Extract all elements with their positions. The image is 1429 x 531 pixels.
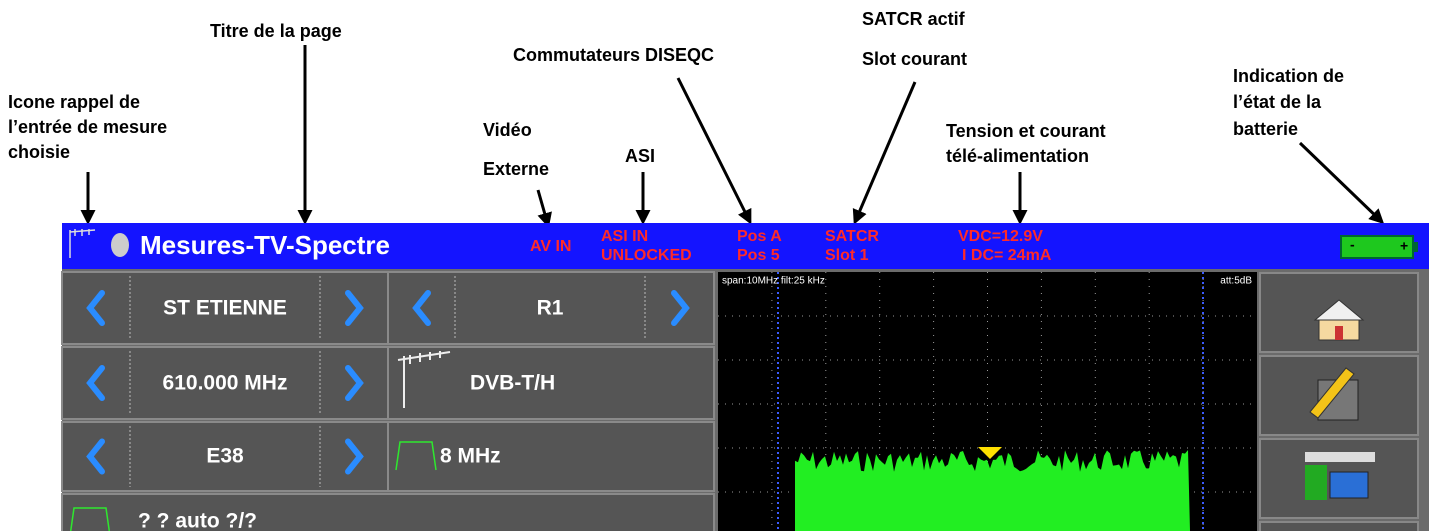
battery: - + <box>1340 235 1418 259</box>
button[interactable] <box>387 346 715 420</box>
input-icon <box>69 229 129 258</box>
annotation: choisie <box>8 142 70 162</box>
status-satcr: SATCR <box>825 228 879 245</box>
arrow-left <box>412 290 431 326</box>
button[interactable] <box>1259 521 1419 531</box>
button[interactable] <box>61 346 389 420</box>
status-asi: UNLOCKED <box>601 247 692 264</box>
status-satcr: Slot 1 <box>825 247 869 264</box>
home-icon <box>1313 299 1365 341</box>
button-label: ST ETIENNE <box>163 297 287 320</box>
annotation: Icone rappel de <box>8 92 140 112</box>
annotation: ASI <box>625 146 655 166</box>
button[interactable] <box>61 493 715 531</box>
annotations: Titre de la page Icone rappel de l’entré… <box>8 9 1344 179</box>
annotation: Tension et courant <box>946 121 1106 141</box>
annotation: batterie <box>1233 119 1298 139</box>
annotation: l’état de la <box>1233 92 1322 112</box>
arrow-left <box>86 438 105 475</box>
button-label: E38 <box>206 445 244 468</box>
button-label: 8 MHz <box>440 445 501 468</box>
button[interactable] <box>387 271 715 345</box>
annotation: Externe <box>483 159 549 179</box>
arrow-left <box>86 365 105 401</box>
annotation: SATCR actif <box>862 9 966 29</box>
spectrum-attenuation: att:5dB <box>1220 276 1252 287</box>
annotation: Indication de <box>1233 66 1344 86</box>
spectrum-settings: span:10MHz filt:25 kHz <box>722 276 825 287</box>
annotation: l’entrée de mesure <box>8 117 167 137</box>
status-power: VDC=12.9V <box>958 228 1043 245</box>
page-title: Mesures-TV-Spectre <box>140 230 390 260</box>
svg-text:+: + <box>1400 238 1408 254</box>
status-asi: ASI IN <box>601 228 648 245</box>
side-buttons <box>1259 272 1419 531</box>
arrow-right <box>671 290 690 326</box>
controls: ST ETIENNE R1 610.000 MHz DVB-T/H E38 8 MHz ? … <box>61 271 715 531</box>
filter-icon <box>395 441 437 471</box>
arrow-right <box>345 365 364 401</box>
annotation: Commutateurs DISEQC <box>513 45 714 65</box>
status-av: AV IN <box>530 238 571 255</box>
arrows <box>80 45 1385 228</box>
status-diseqc: Pos 5 <box>737 247 780 264</box>
annotation: Vidéo <box>483 120 532 140</box>
button[interactable] <box>387 421 715 492</box>
annotation: télé-alimentation <box>946 146 1089 166</box>
status-power: I DC= 24mA <box>962 247 1052 264</box>
save-icon <box>1309 367 1359 421</box>
button[interactable] <box>61 421 389 492</box>
header-bar <box>62 223 1429 269</box>
button-label: DVB-T/H <box>470 372 555 395</box>
capture-icon <box>1305 452 1375 500</box>
button-label: 610.000 MHz <box>163 372 288 395</box>
arrow-right <box>345 290 364 326</box>
button-label: ? ? auto ?/? <box>138 510 257 531</box>
button-label: R1 <box>537 297 564 320</box>
arrow-right <box>345 438 364 475</box>
status-diseqc: Pos A <box>737 228 782 245</box>
antenna-icon <box>397 351 451 408</box>
spectrum-grid <box>718 272 1257 531</box>
annotation: Titre de la page <box>210 21 342 41</box>
svg-text:-: - <box>1350 237 1355 253</box>
annotation: Slot courant <box>862 49 967 69</box>
arrow-left <box>86 290 105 326</box>
filter-icon <box>69 507 111 531</box>
marker <box>978 447 1002 459</box>
spectrum-trace <box>795 450 1190 531</box>
